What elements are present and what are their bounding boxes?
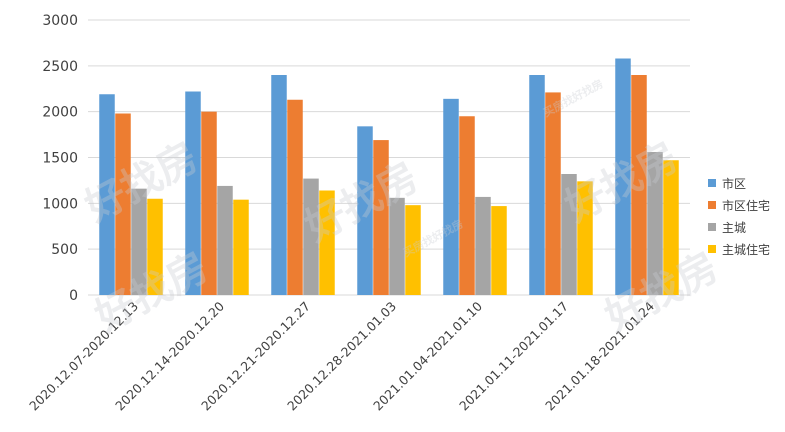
bar: [271, 75, 287, 295]
y-tick-label: 0: [69, 288, 78, 304]
bar: [233, 199, 249, 295]
bar: [357, 126, 373, 295]
bar: [459, 116, 475, 295]
bar: [115, 113, 131, 295]
bar: [131, 188, 147, 295]
y-axis-ticks: 0 500 1000 1500 2000 2500 3000: [42, 13, 78, 304]
bar: [405, 205, 421, 295]
legend-label: 主城: [722, 220, 747, 235]
bar: [319, 190, 335, 295]
bar: [663, 160, 679, 295]
bar: [475, 196, 491, 295]
bar: [287, 99, 303, 295]
bar: [491, 206, 507, 295]
y-tick-label: 2000: [42, 105, 78, 121]
bar: [615, 58, 631, 295]
y-tick-label: 1000: [42, 196, 78, 212]
y-tick-label: 2500: [42, 59, 78, 75]
bar: [443, 98, 459, 295]
bar: [631, 75, 647, 295]
legend-swatch: [708, 201, 716, 209]
y-tick-label: 500: [51, 242, 78, 258]
bar: [577, 181, 593, 295]
bar: [217, 185, 233, 295]
bar: [373, 140, 389, 295]
bars: [99, 58, 679, 296]
bar: [647, 152, 663, 295]
bar: [545, 92, 561, 296]
legend-swatch: [708, 223, 716, 231]
gridlines: [88, 19, 690, 296]
y-tick-label: 1500: [42, 151, 78, 167]
bar: [389, 197, 405, 295]
bar: [529, 75, 545, 295]
legend: 市区 市区住宅 主城 主城住宅: [708, 172, 770, 260]
legend-item: 市区: [708, 172, 770, 194]
legend-swatch: [708, 245, 716, 253]
legend-label: 市区: [722, 176, 747, 191]
bar: [185, 91, 201, 295]
bar: [147, 198, 163, 295]
bar: [561, 174, 577, 295]
legend-item: 主城住宅: [708, 238, 770, 260]
legend-item: 市区住宅: [708, 194, 770, 216]
legend-label: 市区住宅: [722, 198, 771, 213]
bar: [303, 178, 319, 295]
bar: [201, 111, 217, 296]
legend-label: 主城住宅: [722, 242, 771, 257]
bar: [99, 94, 115, 295]
legend-swatch: [708, 179, 716, 187]
y-tick-label: 3000: [42, 13, 78, 29]
x-axis-ticks: 2020.12.07-2020.12.132020.12.14-2020.12.…: [26, 298, 657, 413]
legend-item: 主城: [708, 216, 770, 238]
